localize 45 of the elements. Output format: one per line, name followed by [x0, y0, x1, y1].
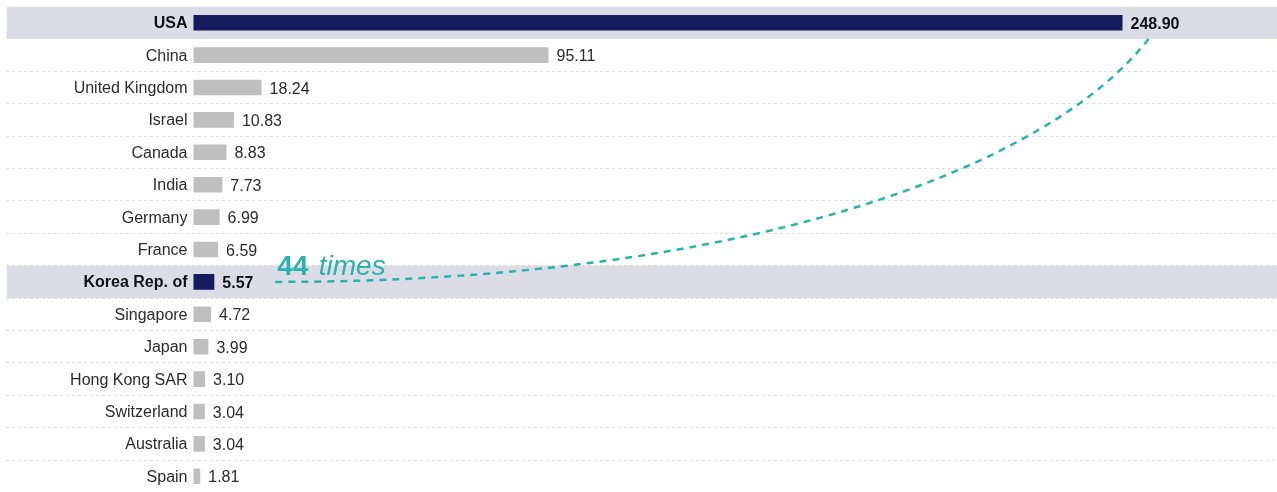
data-label: 18.24: [269, 79, 310, 97]
data-label: 3.04: [212, 435, 245, 453]
bar: [193, 338, 209, 355]
data-label: 248.90: [1130, 14, 1180, 32]
annotation: 44 times: [277, 250, 386, 282]
data-label: 3.10: [213, 371, 245, 389]
y-tick-label: USA: [153, 14, 188, 32]
bar: [193, 306, 212, 323]
bar: [193, 176, 223, 193]
bar: [193, 274, 215, 290]
y-tick-label: Israel: [148, 111, 188, 129]
y-tick-label: Switzerland: [104, 403, 188, 420]
bar: [193, 403, 205, 420]
y-tick-label: Singapore: [114, 305, 188, 323]
bar: [193, 241, 219, 258]
data-label: 3.04: [212, 403, 245, 421]
y-tick-label: United Kingdom: [73, 79, 188, 96]
y-tick-label: Canada: [131, 143, 188, 161]
data-label: 5.57: [222, 273, 254, 291]
y-tick-label: Germany: [121, 208, 188, 226]
y-tick-label: Hong Kong SAR: [70, 370, 188, 388]
y-tick-label: France: [137, 241, 188, 258]
bar: [193, 14, 1123, 31]
bar: [193, 112, 234, 128]
y-tick-label: China: [145, 46, 188, 64]
bar: [193, 144, 227, 161]
bar: [193, 436, 205, 452]
y-tick-label: Australia: [125, 435, 188, 453]
data-label: 6.59: [226, 241, 258, 259]
data-label: 95.11: [556, 47, 596, 65]
y-tick-label: Spain: [146, 467, 188, 485]
data-label: 6.99: [227, 209, 259, 227]
data-label: 1.81: [208, 468, 240, 486]
y-tick-label: Korea Rep. of: [83, 273, 189, 291]
data-label: 3.99: [216, 338, 248, 356]
data-label: 7.73: [230, 176, 262, 194]
data-label: 4.72: [219, 306, 251, 324]
bar: [193, 79, 262, 96]
bar: [193, 209, 220, 225]
y-tick-label: India: [152, 176, 188, 194]
data-label: 10.83: [241, 111, 283, 129]
data-label: 8.83: [234, 144, 266, 162]
bar: [193, 47, 549, 63]
bar: [193, 371, 206, 387]
y-tick-label: Japan: [143, 338, 188, 356]
